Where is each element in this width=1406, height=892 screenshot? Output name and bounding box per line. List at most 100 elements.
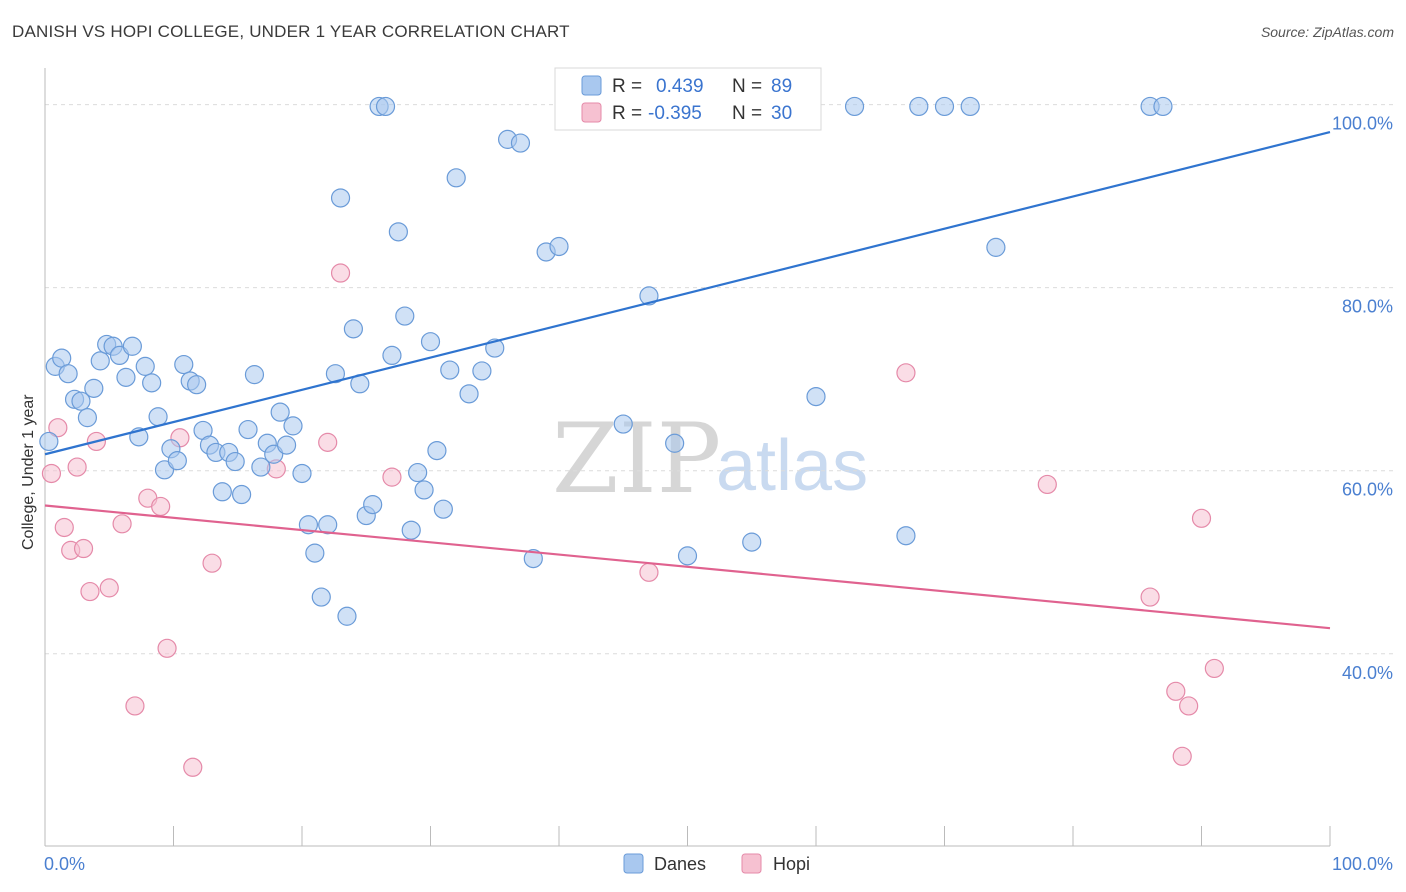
- danes-point: [806, 386, 826, 407]
- danes-point: [318, 515, 338, 535]
- danes-point: [446, 168, 466, 188]
- hopi-point: [1037, 474, 1057, 495]
- danes-swatch: [581, 75, 602, 96]
- danes-point: [292, 463, 312, 484]
- danes-point: [225, 451, 245, 472]
- hopi-points: [41, 263, 1224, 777]
- danes-point: [311, 587, 331, 607]
- x-tick-label-min: 0.0%: [44, 854, 85, 874]
- danes-point: [84, 378, 104, 398]
- hopi-point: [1179, 696, 1199, 716]
- danes-point: [440, 360, 460, 380]
- danes-point: [39, 431, 59, 452]
- danes-point: [986, 237, 1006, 257]
- hopi-point: [67, 457, 87, 477]
- stats-legend: R = 0.439 N = 89 R = -0.395 N = 30: [554, 67, 822, 131]
- danes-point: [677, 546, 698, 566]
- source-label: Source: ZipAtlas.com: [1260, 24, 1394, 40]
- danes-point: [844, 96, 865, 117]
- hopi-point: [183, 757, 203, 777]
- danes-point: [363, 494, 383, 515]
- hopi-point: [41, 463, 62, 484]
- legend-hopi-label: Hopi: [773, 854, 810, 874]
- hopi-trendline: [44, 504, 1331, 630]
- danes-point: [232, 484, 252, 505]
- danes-point: [433, 499, 453, 519]
- chart-title: DANISH VS HOPI COLLEGE, UNDER 1 YEAR COR…: [12, 22, 570, 41]
- danes-point: [414, 480, 434, 500]
- danes-point: [388, 222, 408, 242]
- danes-point: [510, 133, 531, 153]
- danes-r-label: R =: [612, 76, 642, 97]
- hopi-point: [54, 517, 74, 538]
- watermark-zip: ZIP: [552, 403, 721, 515]
- danes-point: [408, 462, 428, 483]
- hopi-point: [1204, 658, 1224, 679]
- danes-point: [742, 532, 762, 552]
- danes-point: [212, 482, 232, 502]
- danes-point: [909, 96, 929, 117]
- hopi-point: [80, 581, 100, 602]
- danes-point: [283, 416, 303, 436]
- hopi-point: [1166, 681, 1186, 701]
- watermark-atlas: atlas: [716, 426, 868, 506]
- hopi-point: [151, 496, 171, 517]
- danes-point: [343, 319, 363, 339]
- y-tick-labels: 40.0% 60.0% 80.0% 100.0%: [1332, 114, 1393, 683]
- danes-point: [613, 414, 633, 434]
- danes-point: [665, 433, 685, 453]
- hopi-n-label: N =: [732, 103, 762, 124]
- danes-n-label: N =: [732, 76, 762, 97]
- danes-point: [382, 345, 402, 366]
- danes-point: [135, 356, 155, 376]
- danes-point: [401, 520, 421, 540]
- danes-trendline: [44, 131, 1331, 456]
- danes-point: [896, 526, 916, 546]
- danes-point: [116, 367, 136, 387]
- danes-point: [187, 375, 207, 395]
- danes-point: [58, 364, 78, 384]
- hopi-point: [99, 578, 119, 598]
- danes-point: [90, 351, 110, 371]
- y-axis-label: College, Under 1 year: [20, 394, 37, 550]
- hopi-point: [157, 638, 177, 658]
- hopi-point: [1172, 746, 1192, 766]
- danes-point: [244, 365, 265, 385]
- hopi-point: [125, 696, 145, 716]
- hopi-r-label: R =: [612, 103, 642, 124]
- danes-point: [639, 286, 659, 306]
- danes-point: [427, 440, 447, 461]
- danes-point: [251, 457, 271, 477]
- danes-point: [1153, 96, 1173, 117]
- hopi-point: [382, 467, 402, 487]
- danes-point: [270, 402, 290, 422]
- danes-point: [77, 408, 98, 428]
- danes-point: [325, 364, 346, 384]
- hopi-point: [318, 432, 338, 452]
- watermark: ZIP atlas: [552, 403, 868, 515]
- hopi-point: [1140, 587, 1160, 607]
- y-tick-label: 60.0%: [1342, 480, 1393, 500]
- danes-point: [375, 96, 396, 117]
- danes-point: [330, 188, 351, 208]
- hopi-point: [896, 363, 916, 383]
- danes-point: [142, 373, 162, 393]
- danes-point: [122, 336, 142, 356]
- danes-point: [174, 354, 194, 375]
- y-tick-label: 80.0%: [1342, 297, 1393, 317]
- y-tick-label: 100.0%: [1332, 114, 1393, 134]
- danes-point: [960, 96, 980, 117]
- danes-points: [39, 96, 1173, 626]
- x-ticks: [44, 826, 1331, 846]
- trendlines: [44, 131, 1331, 630]
- hopi-r-value: -0.395: [648, 103, 702, 124]
- danes-point: [337, 606, 357, 626]
- danes-point: [523, 548, 543, 569]
- hopi-point: [112, 514, 132, 534]
- legend-danes-swatch: [623, 853, 644, 874]
- danes-point: [148, 407, 168, 427]
- danes-point: [167, 451, 187, 471]
- danes-point: [420, 332, 441, 352]
- hopi-point: [73, 538, 94, 559]
